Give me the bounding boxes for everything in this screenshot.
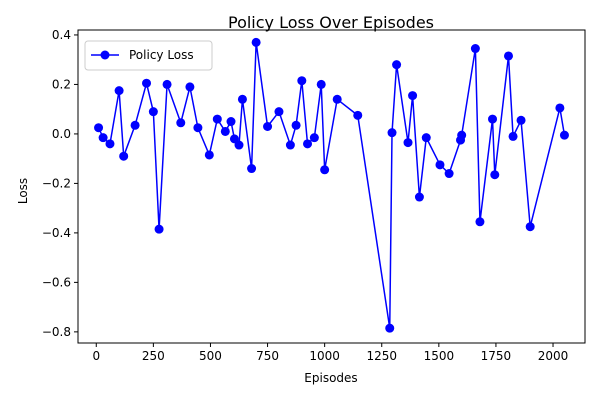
y-tick-label: −0.6 [42,275,71,289]
y-tick-label: −0.8 [42,325,71,339]
data-point [297,76,307,86]
data-point [154,224,164,234]
data-point [392,60,402,70]
data-point [229,134,239,144]
data-point [130,120,140,130]
data-point [444,169,454,179]
data-point [142,78,152,88]
x-tick-label: 500 [199,349,222,363]
data-point [309,133,319,143]
data-point [385,323,395,333]
y-tick-label: −0.4 [42,226,71,240]
data-point [320,165,330,175]
y-tick-label: −0.2 [42,176,71,190]
data-point [247,164,257,174]
y-tick-label: 0.4 [52,28,71,42]
data-point [303,139,313,149]
x-tick-label: 2000 [538,349,569,363]
x-tick-label: 750 [256,349,279,363]
y-tick-label: 0.2 [52,77,71,91]
x-tick-label: 250 [142,349,165,363]
data-point [234,140,244,150]
legend-box [84,40,213,71]
legend-label: Policy Loss [129,48,194,62]
chart-title: Policy Loss Over Episodes [228,13,434,32]
data-point [457,130,467,140]
data-point [414,192,424,202]
data-point [353,110,363,120]
data-point [435,160,445,170]
data-point [176,118,186,128]
legend: Policy Loss [84,40,213,71]
data-point [503,51,513,61]
data-point [226,117,236,127]
data-point [105,139,115,149]
data-point [555,103,565,113]
series-line [97,41,566,329]
data-point [193,123,203,133]
data-point [490,170,500,180]
data-point [403,138,413,148]
data-point [508,131,518,141]
data-point [525,222,535,232]
data-point [114,86,124,96]
x-axis-label: Episodes [304,371,357,385]
data-point [119,151,129,161]
data-point [470,44,480,54]
y-tick-label: 0.0 [52,127,71,141]
series-layer [94,37,569,333]
data-point [263,121,273,131]
data-point [291,120,301,130]
data-point [387,128,397,138]
data-point [488,114,498,124]
data-point [274,107,284,117]
data-point [516,115,526,125]
data-point [237,94,247,104]
data-point [212,114,222,124]
x-tick-label: 1250 [366,349,397,363]
legend-marker [100,50,110,60]
x-axis-ticks: 0 250 500 750 1000 1250 1500 1750 2000 [92,343,568,363]
data-point [204,150,214,160]
data-point [332,94,342,104]
x-tick-label: 1750 [481,349,512,363]
data-point [94,123,104,133]
x-tick-label: 0 [92,349,100,363]
data-point [475,217,485,227]
data-point [285,140,295,150]
x-tick-label: 1000 [309,349,340,363]
data-point [421,133,431,143]
y-axis-label: Loss [16,178,30,204]
data-point [220,126,230,136]
data-point [162,79,172,89]
x-tick-label: 1500 [424,349,455,363]
y-axis-ticks: −0.8 −0.6 −0.4 −0.2 0.0 0.2 0.4 [42,28,78,339]
data-point [559,130,569,140]
data-point [148,107,158,117]
data-point [408,91,418,101]
data-point [316,79,326,89]
data-point [98,133,108,143]
data-point [251,37,261,47]
data-point [185,82,195,92]
plot-frame [77,29,586,344]
